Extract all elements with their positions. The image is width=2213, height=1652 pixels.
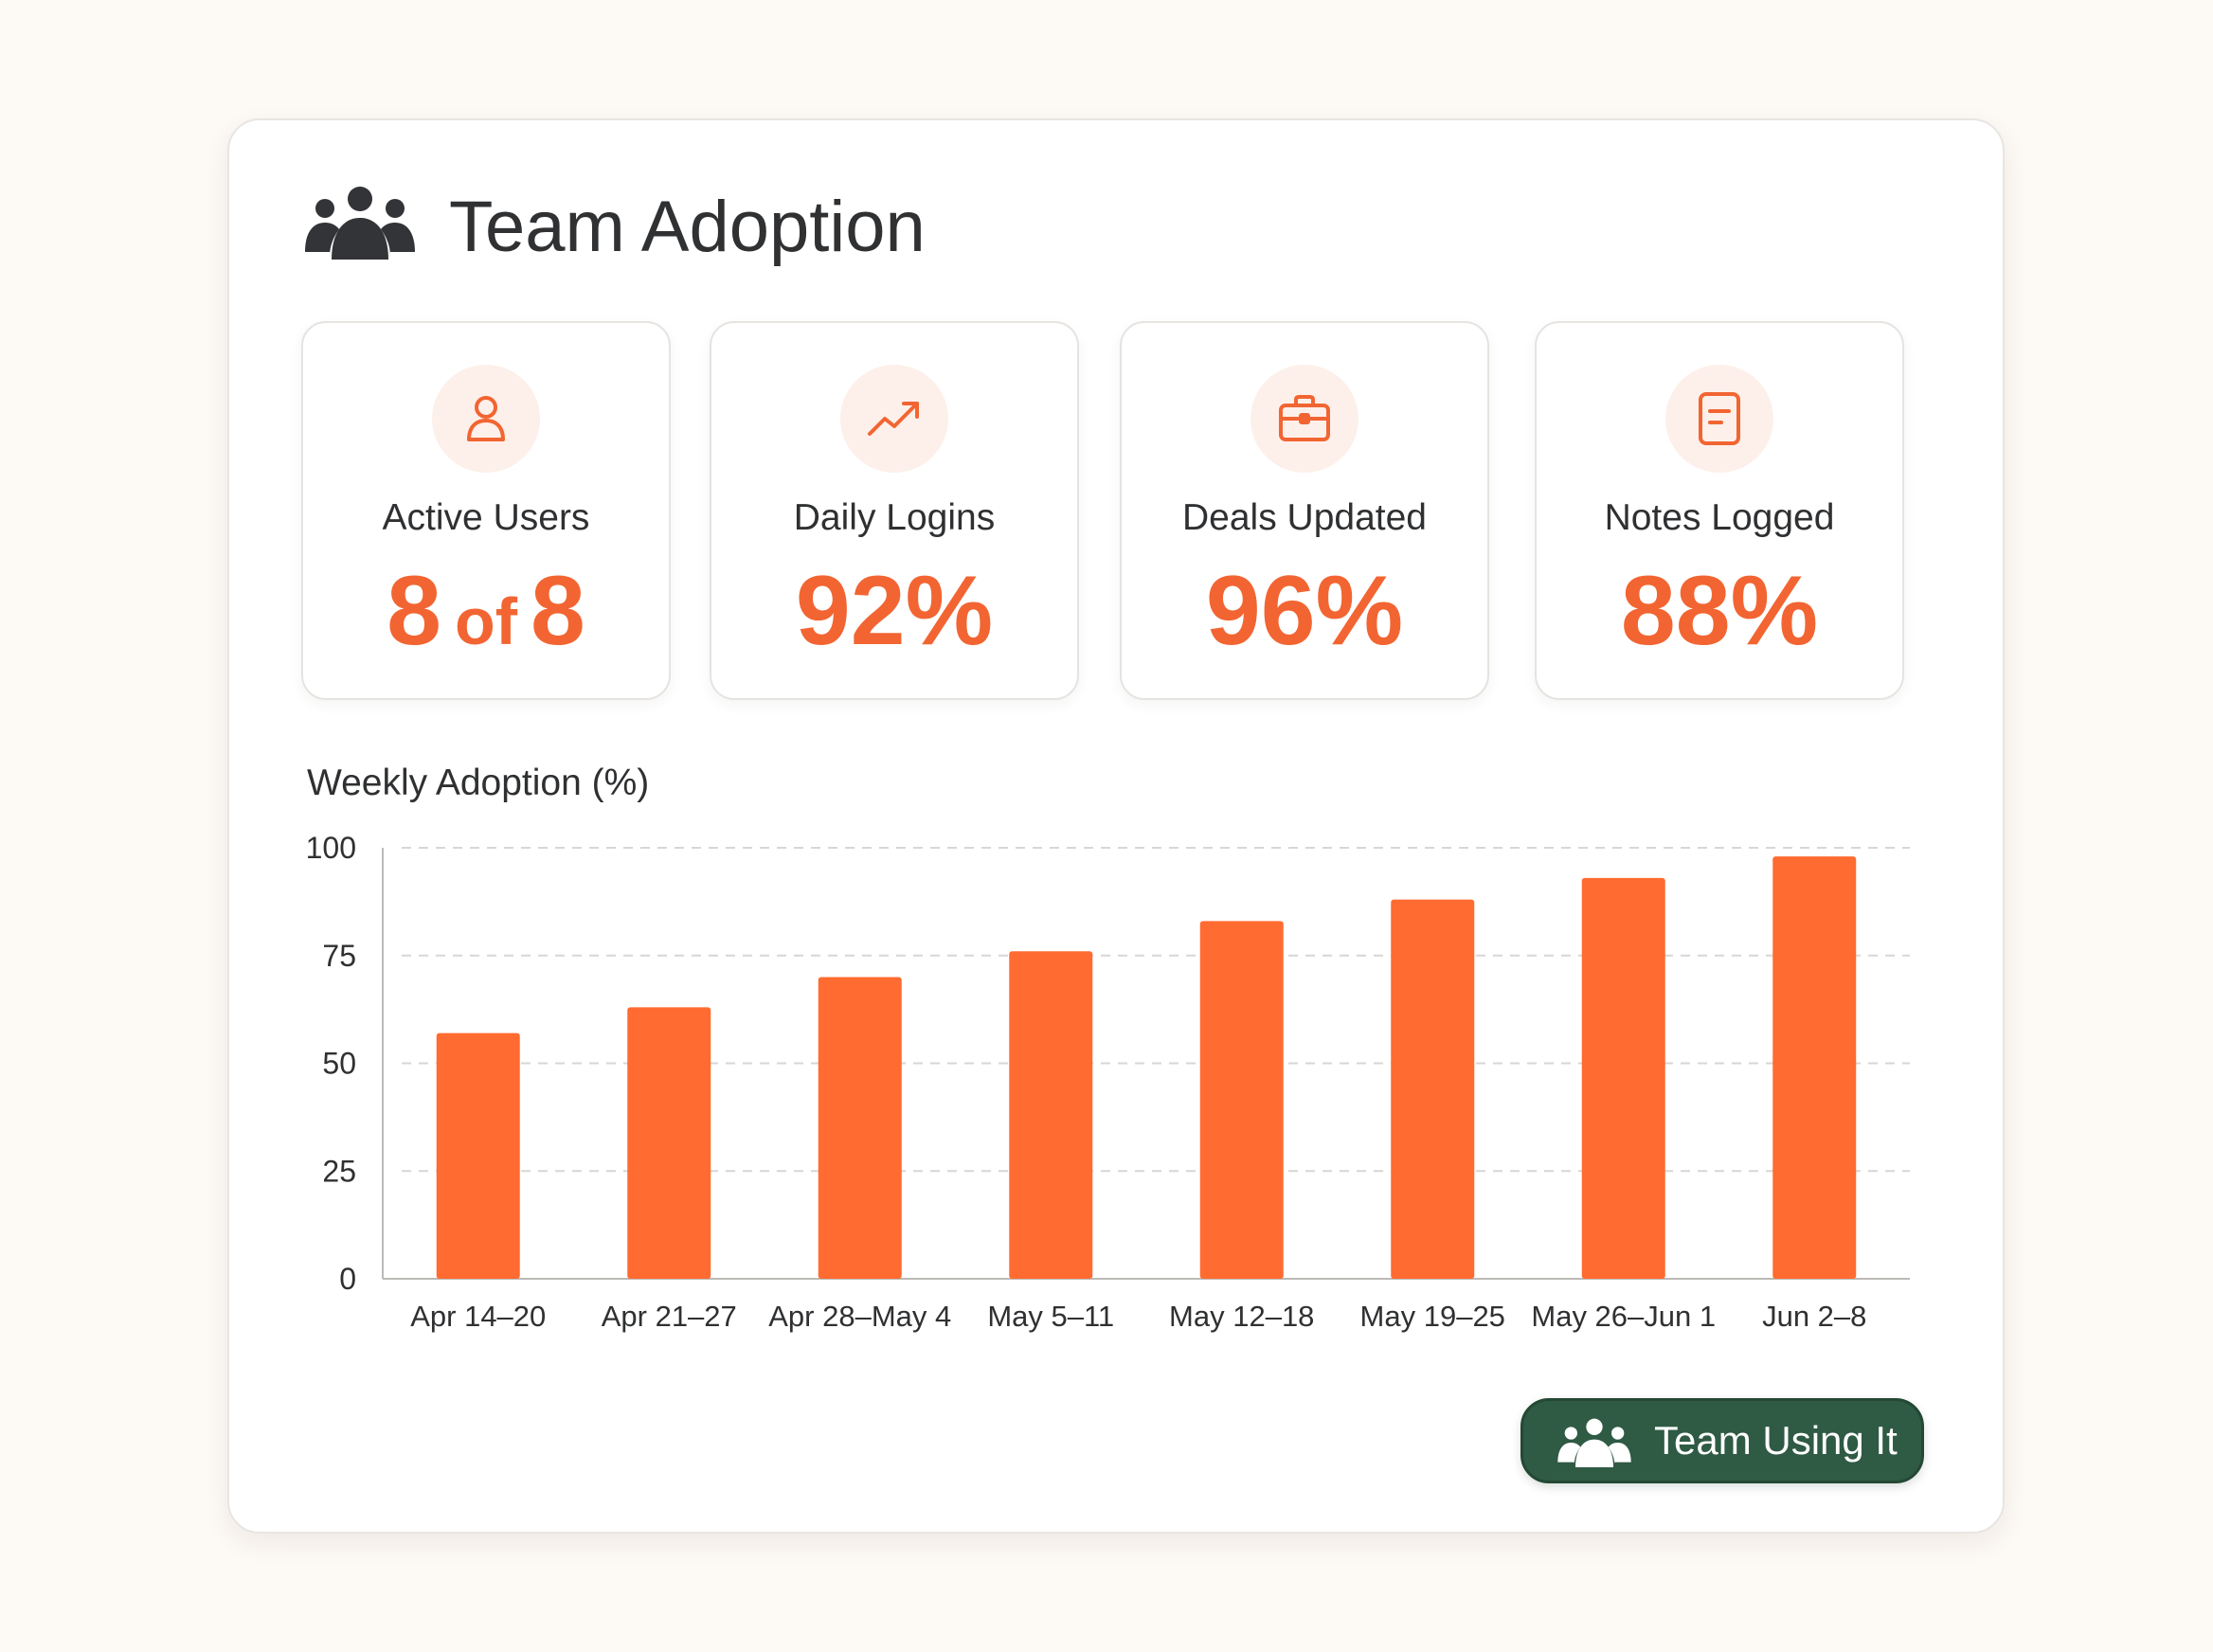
x-tick-label: Apr 21–27 (602, 1300, 737, 1333)
kpi-value-of: of (454, 584, 518, 658)
kpi-icon-badge (840, 365, 948, 473)
team-icon (1557, 1418, 1631, 1467)
kpi-card-active-users: Active Users 8 of 8 (301, 321, 671, 700)
kpi-card-notes-logged: Notes Logged 88% (1535, 321, 1904, 700)
kpi-label: Deals Updated (1182, 497, 1427, 538)
chart-title: Weekly Adoption (%) (307, 763, 650, 803)
x-tick-label: May 26–Jun 1 (1531, 1300, 1716, 1333)
kpi-icon-badge (1665, 365, 1773, 473)
kpi-label: Daily Logins (793, 497, 996, 538)
page-title: Team Adoption (449, 187, 926, 267)
kpi-card-deals-updated: Deals Updated 96% (1120, 321, 1489, 700)
team-using-it-label: Team Using It (1654, 1418, 1898, 1463)
bar (627, 1007, 711, 1279)
bar (1772, 856, 1857, 1279)
user-icon (467, 396, 505, 441)
document-icon (1699, 392, 1740, 445)
y-tick-label: 50 (322, 1047, 356, 1081)
weekly-adoption-chart: 0 25 50 75 100 Apr 14–20 Apr 21–27 Apr 28–May 4… (306, 831, 1910, 1333)
kpi-icon-badge (432, 365, 540, 473)
y-tick-label: 75 (322, 939, 356, 973)
y-tick-label: 0 (339, 1262, 356, 1296)
x-tick-label: Jun 2–8 (1762, 1300, 1866, 1333)
bar (1199, 921, 1284, 1279)
kpi-value: 92% (795, 556, 994, 666)
kpi-label: Active Users (382, 497, 590, 538)
kpi-value: 88% (1620, 556, 1819, 666)
bar (818, 977, 902, 1279)
kpi-icon-badge (1250, 365, 1358, 473)
kpi-value-main: 8 (387, 556, 441, 666)
trending-up-icon (868, 402, 919, 436)
kpi-card-daily-logins: Daily Logins 92% (710, 321, 1079, 700)
kpi-label: Notes Logged (1604, 497, 1835, 538)
x-tick-label: Apr 28–May 4 (768, 1300, 951, 1333)
briefcase-icon (1279, 395, 1330, 441)
kpi-value: 8 of 8 (303, 558, 669, 674)
bar (436, 1032, 520, 1279)
x-tick-label: Apr 14–20 (410, 1300, 546, 1333)
kpi-value: 96% (1205, 556, 1404, 666)
x-tick-label: May 12–18 (1169, 1300, 1314, 1333)
team-icon (305, 187, 415, 260)
y-tick-label: 100 (306, 831, 356, 865)
y-tick-label: 25 (322, 1154, 356, 1188)
bar (1581, 877, 1665, 1279)
kpi-value-total: 8 (531, 556, 585, 666)
bar (1009, 951, 1093, 1279)
team-using-it-button[interactable]: Team Using It (1520, 1398, 1924, 1483)
x-tick-label: May 5–11 (987, 1300, 1114, 1333)
x-tick-label: May 19–25 (1360, 1300, 1505, 1333)
bar (1391, 899, 1475, 1279)
